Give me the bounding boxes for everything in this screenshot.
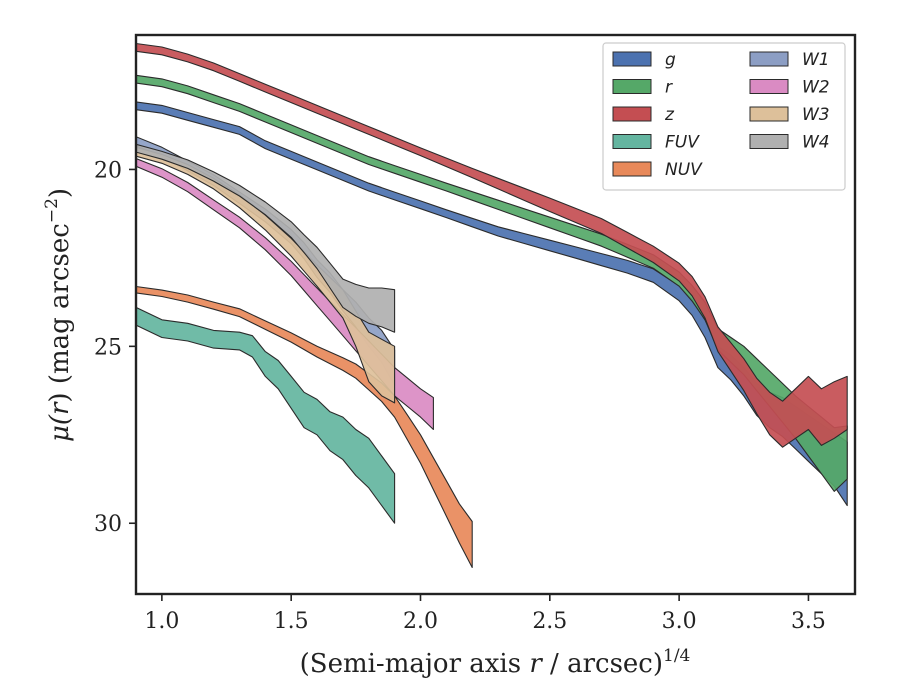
band-fuv	[136, 306, 396, 524]
x-axis-ticks: 1.0 1.5 2.0 2.5 3.0 3.5	[144, 594, 826, 634]
legend-swatch-fuv	[612, 134, 652, 149]
legend-label-r: r	[665, 78, 673, 98]
y-tick-label: 25	[94, 335, 122, 360]
legend-label-w3: W3	[802, 105, 830, 125]
band-z	[136, 42, 848, 448]
legend-label-w1: W1	[802, 50, 830, 70]
y-axis-label: μ(r) (mag arcsec−2)	[42, 188, 75, 442]
x-tick-label: 3.5	[791, 609, 826, 634]
legend-swatch-w1	[749, 51, 789, 67]
legend-label-fuv: FUV	[665, 133, 700, 153]
x-tick-label: 1.0	[144, 609, 179, 634]
band-g	[136, 101, 848, 507]
x-axis-label: (Semi-major axis r / arcsec)1/4	[300, 646, 691, 679]
legend-swatch-g	[612, 51, 652, 67]
band-w4	[136, 143, 396, 333]
y-tick-label: 20	[94, 158, 122, 183]
legend-swatch-w3	[749, 106, 789, 122]
band-w2	[136, 157, 434, 431]
band-nuv	[136, 285, 473, 569]
x-tick-label: 1.5	[274, 609, 309, 634]
x-tick-label: 3.0	[662, 609, 697, 634]
legend-label-z: z	[664, 105, 675, 125]
legend-swatch-r	[612, 79, 652, 94]
legend-swatch-nuv	[612, 161, 652, 177]
x-tick-label: 2.5	[532, 609, 567, 634]
legend: grz FUV NUV W1 W2 W3 W4	[602, 42, 846, 191]
legend-label-w2: W2	[802, 78, 830, 98]
plot-frame	[134, 33, 857, 596]
legend-label-w4: W4	[802, 133, 830, 153]
legend-swatch-w4	[749, 134, 789, 149]
legend-label-g: g	[665, 50, 676, 70]
band-r	[136, 74, 848, 492]
y-tick-label: 30	[94, 512, 122, 537]
y-axis-ticks: 20 25 30	[94, 158, 136, 537]
legend-swatch-z	[612, 106, 652, 122]
legend-swatch-w2	[749, 79, 789, 94]
x-tick-label: 2.0	[403, 609, 438, 634]
profile-bands	[136, 42, 848, 569]
legend-label-nuv: NUV	[665, 160, 703, 180]
